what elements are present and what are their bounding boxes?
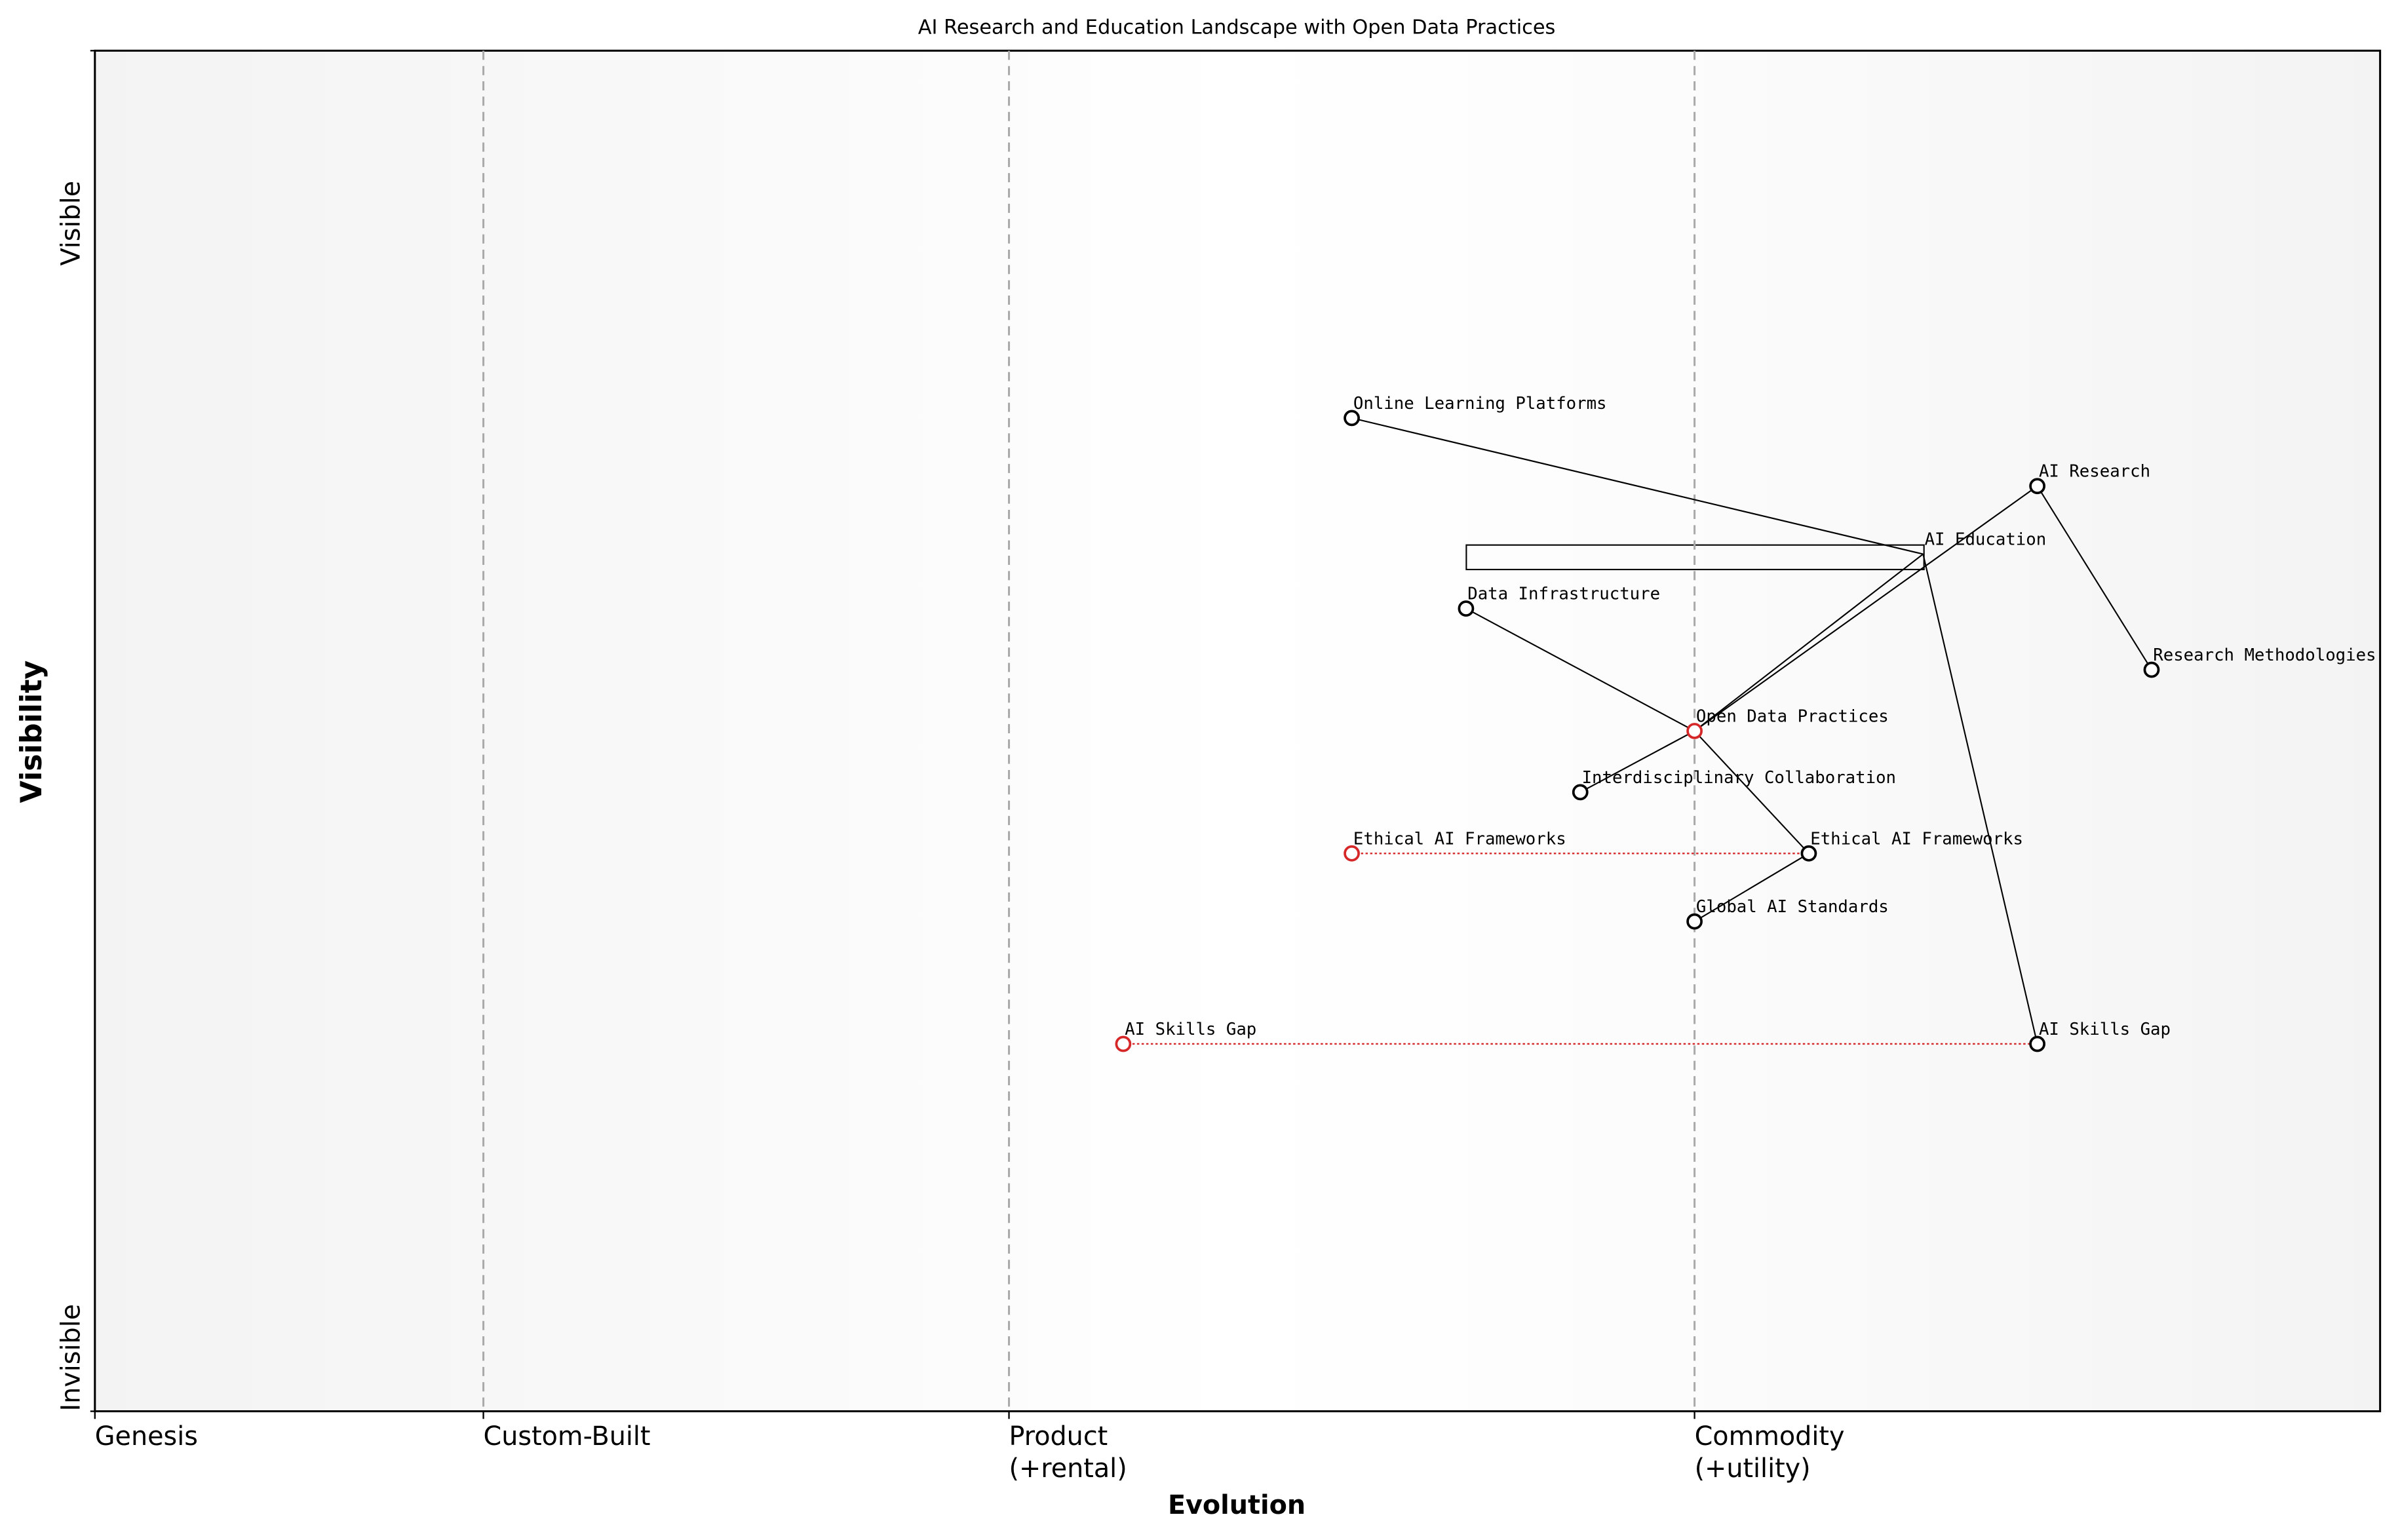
node <box>1686 723 1703 739</box>
edge <box>1351 417 1924 555</box>
node <box>2029 478 2045 495</box>
node-label: Open Data Practices <box>1696 706 1889 726</box>
node <box>1686 913 1703 930</box>
node <box>1572 784 1589 801</box>
node <box>2029 1035 2045 1052</box>
node <box>2143 661 2160 678</box>
y-axis-label: Visibility <box>15 661 48 803</box>
y-tick-label: Invisible <box>56 1304 86 1412</box>
plot-area <box>94 49 2382 1413</box>
node <box>1800 845 1817 862</box>
x-tick-label: Custom-Built <box>484 1421 651 1452</box>
evolution-node <box>1115 1035 1132 1052</box>
node <box>1458 600 1475 617</box>
chart-title: AI Research and Education Landscape with… <box>918 16 1556 39</box>
node-label: Ethical AI Frameworks <box>1353 829 1566 849</box>
edge <box>1694 553 1924 732</box>
node-label: AI Skills Gap <box>2039 1020 2171 1039</box>
node <box>1344 410 1360 427</box>
edge <box>1465 607 1695 732</box>
node-label: Research Methodologies <box>2153 645 2376 665</box>
node-label: Ethical AI Frameworks <box>1810 829 2023 849</box>
evolution-node <box>1344 845 1360 862</box>
x-axis-label: Evolution <box>1168 1490 1306 1520</box>
node-label: Interdisciplinary Collaboration <box>1582 768 1896 788</box>
node-label: AI Research <box>2039 462 2150 482</box>
edge <box>2036 486 2152 670</box>
edge <box>1694 730 1810 855</box>
x-tick-label: Commodity (+utility) <box>1695 1421 1845 1484</box>
node-label: AI Skills Gap <box>1125 1020 1256 1039</box>
node-label: Data Infrastructure <box>1467 585 1660 604</box>
edge <box>1579 730 1695 793</box>
edge <box>1694 485 2038 732</box>
edge <box>1694 853 1810 923</box>
map: Genesis Custom-Built Product (+rental) Commo… <box>56 50 2376 1484</box>
node-label: Online Learning Platforms <box>1353 394 1607 414</box>
node-label: Global AI Standards <box>1696 897 1889 917</box>
edge <box>1922 554 2038 1045</box>
x-tick-label: Genesis <box>95 1421 198 1452</box>
x-tick-label: Product (+rental) <box>1009 1421 1127 1484</box>
node-label: AI Education <box>1925 530 2047 550</box>
y-tick-label: Visible <box>56 181 86 266</box>
